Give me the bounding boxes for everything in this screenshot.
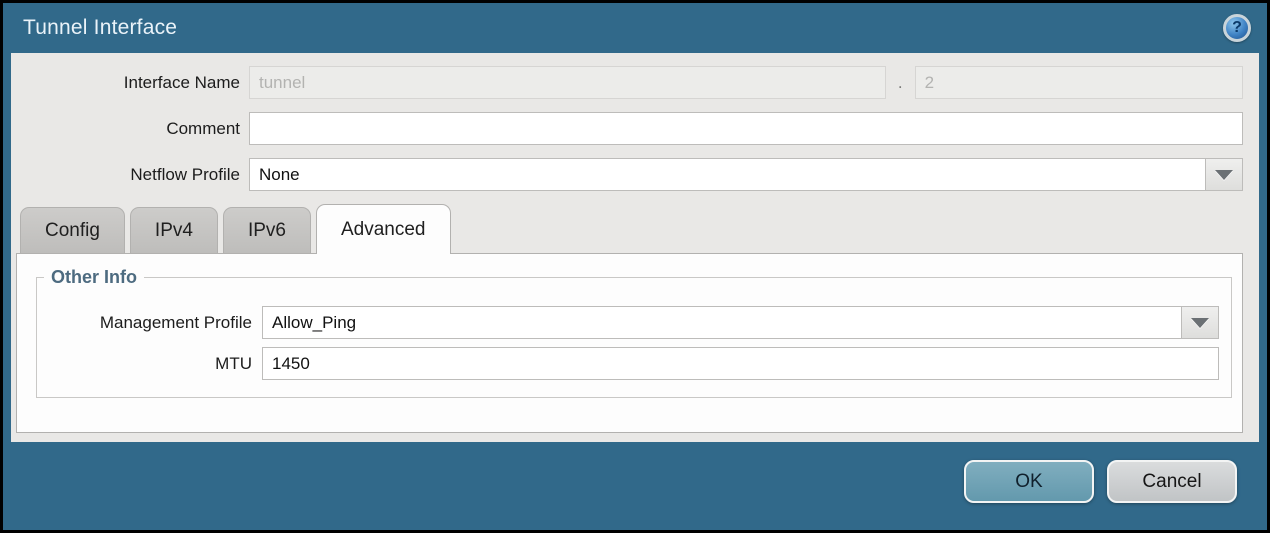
mtu-input[interactable] [262, 347, 1219, 380]
tab-ipv6[interactable]: IPv6 [222, 207, 311, 253]
comment-row: Comment [11, 112, 1259, 145]
chevron-down-icon [1215, 169, 1233, 180]
netflow-profile-label: Netflow Profile [130, 164, 240, 184]
management-profile-value[interactable]: Allow_Ping [262, 306, 1182, 339]
netflow-profile-dropdown-button[interactable] [1206, 158, 1243, 191]
netflow-profile-value[interactable]: None [249, 158, 1206, 191]
dialog-footer: OK Cancel [3, 442, 1267, 530]
mtu-row: MTU [37, 347, 1219, 380]
comment-fields [249, 112, 1243, 145]
netflow-profile-row: Netflow Profile None [11, 158, 1259, 191]
interface-name-input [249, 66, 886, 99]
management-profile-dropdown-button[interactable] [1182, 306, 1219, 339]
tab-advanced[interactable]: Advanced [315, 204, 451, 254]
tunnel-interface-dialog: Tunnel Interface ? Interface Name . Comm… [3, 3, 1267, 530]
mtu-label: MTU [215, 353, 252, 373]
ok-button[interactable]: OK [964, 460, 1094, 503]
tab-config[interactable]: Config [20, 207, 125, 253]
tab-ipv4[interactable]: IPv4 [129, 207, 218, 253]
tab-bar: Config IPv4 IPv6 Advanced [20, 204, 1259, 254]
chevron-down-icon [1191, 317, 1209, 328]
other-info-fieldset: Other Info Management Profile Allow_Ping… [36, 267, 1232, 398]
management-profile-label: Management Profile [99, 312, 252, 332]
advanced-tab-panel: Other Info Management Profile Allow_Ping… [16, 253, 1243, 433]
netflow-profile-fields: None [249, 158, 1243, 191]
dialog-titlebar: Tunnel Interface ? [3, 3, 1267, 53]
comment-input[interactable] [249, 112, 1243, 145]
dialog-body: Interface Name . Comment Netflow Profile… [11, 53, 1259, 442]
interface-name-row: Interface Name . [11, 66, 1259, 99]
management-profile-row: Management Profile Allow_Ping [37, 306, 1219, 339]
interface-name-fields: . [249, 66, 1243, 99]
cancel-button[interactable]: Cancel [1107, 460, 1237, 503]
comment-label: Comment [166, 118, 240, 138]
subinterface-number-input [914, 66, 1243, 99]
other-info-legend: Other Info [51, 267, 137, 287]
netflow-profile-dropdown[interactable]: None [249, 158, 1243, 191]
help-glyph: ? [1232, 19, 1242, 36]
interface-name-label: Interface Name [123, 72, 240, 92]
help-icon[interactable]: ? [1223, 14, 1251, 42]
management-profile-dropdown[interactable]: Allow_Ping [262, 306, 1219, 339]
subinterface-separator: . [897, 72, 903, 92]
dialog-title: Tunnel Interface [23, 16, 178, 39]
